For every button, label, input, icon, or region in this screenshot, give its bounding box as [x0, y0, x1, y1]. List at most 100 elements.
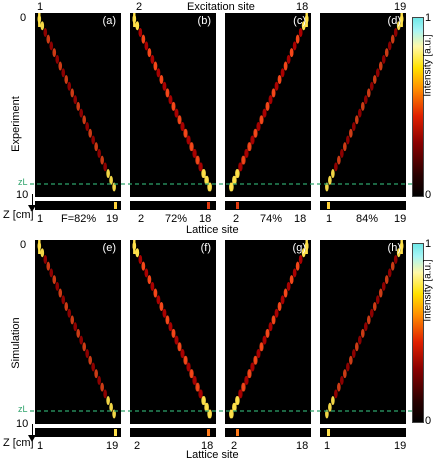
experiment-row-label: Experiment — [10, 96, 22, 152]
beam-segment — [277, 74, 282, 84]
top-colorbar-label: Intensity [a.u.] — [422, 34, 434, 97]
beam-segment — [277, 301, 282, 311]
beam-source — [38, 13, 41, 27]
beam-source — [133, 13, 136, 27]
beam-segment — [250, 362, 254, 372]
beam-segment — [109, 402, 113, 412]
beam-segment — [340, 148, 344, 158]
beam-segment — [178, 342, 182, 352]
strip-f — [130, 428, 216, 437]
beam-segment — [301, 248, 306, 258]
bottom-colorbar — [412, 243, 424, 423]
bottom-z-arrow-icon — [28, 435, 36, 442]
panel-e: (e) — [35, 240, 121, 424]
beam-segment — [64, 301, 69, 311]
strip-e-right: 19 — [106, 440, 119, 452]
strip-c — [225, 201, 311, 210]
beam-segment — [241, 382, 245, 392]
beam-segment — [375, 68, 380, 78]
strip-a-left: 1 — [37, 213, 44, 225]
beam-segment — [205, 402, 209, 412]
panel-a-excitation-site: 1 — [37, 1, 44, 13]
beam-segment — [360, 328, 365, 338]
beam-segment — [283, 61, 288, 71]
beam-segment — [73, 322, 78, 332]
beam-segment — [271, 315, 276, 325]
beam-segment — [352, 349, 356, 359]
beam-segment — [343, 142, 347, 152]
beam-segment — [138, 27, 143, 37]
strip-g — [225, 428, 311, 437]
bottom-colorbar-label: Intensity [a.u.] — [422, 259, 434, 322]
beam-segment — [70, 315, 75, 325]
beam-segment — [265, 328, 270, 338]
strip-c-right: 18 — [294, 213, 307, 225]
beam-segment — [331, 169, 335, 179]
beam-segment — [363, 322, 368, 332]
beam-segment — [58, 61, 63, 71]
panel-c-label: (c) — [293, 15, 306, 27]
beam-segment — [159, 74, 164, 84]
beam-source — [400, 240, 403, 254]
beam-segment — [235, 396, 239, 406]
beam-segment — [390, 34, 395, 44]
beam-segment — [141, 34, 146, 44]
beam-segment — [274, 81, 279, 91]
beam-segment — [156, 295, 161, 305]
beam-segment — [49, 41, 54, 51]
bottom-z-axis-line — [32, 424, 33, 436]
beam-segment — [82, 342, 86, 352]
beam-segment — [334, 389, 338, 399]
beam-segment — [229, 409, 233, 419]
beam-segment — [325, 409, 329, 419]
bottom-zl-label: zL — [18, 404, 28, 414]
beam-segment — [372, 301, 377, 311]
strip-h-right: 19 — [394, 440, 407, 452]
beam-segment — [352, 122, 356, 132]
strip-h — [320, 428, 406, 437]
strip-h-left: 1 — [324, 440, 331, 452]
beam-segment — [328, 402, 332, 412]
beam-segment — [162, 81, 167, 91]
top-zl-label: zL — [18, 177, 28, 187]
beam-segment — [298, 27, 303, 37]
beam-segment — [109, 175, 113, 185]
beam-segment — [52, 48, 57, 58]
beam-segment — [171, 328, 176, 338]
beam-segment — [372, 74, 377, 84]
beam-segment — [193, 375, 197, 385]
beam-segment — [103, 162, 107, 172]
beam-segment — [343, 369, 347, 379]
panel-c-excitation-site: 18 — [296, 1, 309, 13]
strip-f-right: 18 — [201, 440, 214, 452]
strip-a-spot — [114, 202, 117, 209]
beam-segment — [286, 281, 291, 291]
beam-segment — [91, 135, 95, 145]
beam-segment — [150, 54, 155, 64]
beam-segment — [162, 308, 167, 318]
strip-b-left: 2 — [138, 213, 145, 225]
beam-segment — [244, 375, 248, 385]
beam-segment — [184, 355, 188, 365]
beam-segment — [165, 88, 170, 98]
beam-segment — [40, 21, 45, 31]
panel-g-label: (g) — [292, 242, 306, 254]
strip-c-left: 2 — [233, 213, 240, 225]
beam-segment — [181, 349, 185, 359]
panel-d: (d) — [320, 13, 406, 197]
beam-segment — [156, 68, 161, 78]
beam-segment — [256, 349, 260, 359]
beam-segment — [58, 288, 63, 298]
beam-source — [400, 13, 403, 27]
beam-segment — [97, 375, 101, 385]
top-colorbar — [412, 17, 424, 197]
beam-segment — [46, 261, 51, 271]
beam-segment — [52, 275, 57, 285]
beam-segment — [280, 68, 285, 78]
beam-segment — [187, 135, 191, 145]
strip-d-left: 1 — [326, 213, 333, 225]
beam-segment — [159, 301, 164, 311]
strip-d — [320, 201, 406, 210]
beam-segment — [384, 48, 389, 58]
beam-segment — [232, 402, 236, 412]
